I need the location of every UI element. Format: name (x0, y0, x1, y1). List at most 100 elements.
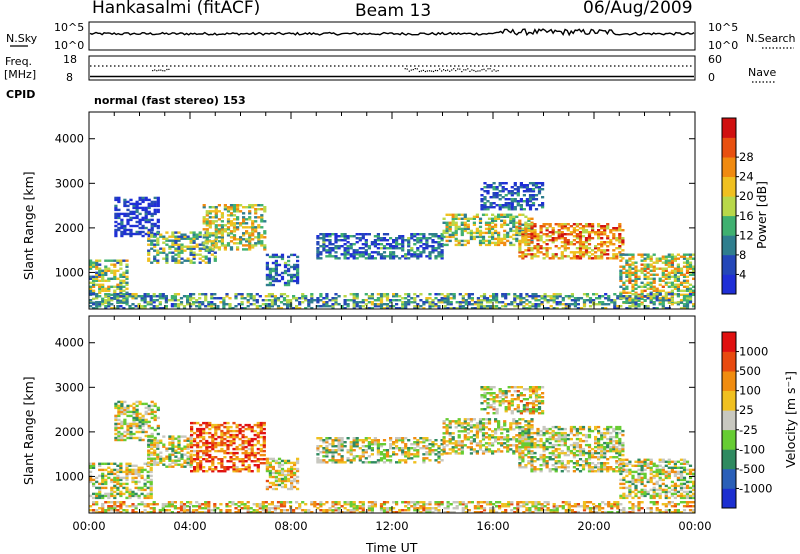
echo-cell (510, 206, 514, 209)
echo-cell (150, 445, 154, 448)
echo-cell (413, 449, 417, 452)
echo-cell (516, 202, 520, 205)
echo-cell (322, 297, 326, 300)
echo-cell (144, 210, 148, 214)
echo-cell (525, 307, 529, 310)
echo-cell (528, 410, 533, 413)
echo-cell (355, 437, 359, 440)
echo-cell (364, 245, 368, 248)
echo-cell (316, 449, 320, 452)
echo-cell (531, 404, 536, 407)
echo-cell (416, 303, 420, 306)
echo-cell (501, 190, 505, 193)
echo-cell (570, 295, 574, 298)
echo-cell (126, 214, 130, 218)
echo-cell (241, 462, 245, 465)
echo-cell (446, 297, 450, 300)
echo-cell (177, 231, 181, 234)
echo-cell (265, 265, 269, 269)
echo-cell (495, 394, 499, 397)
echo-cell (600, 255, 604, 258)
echo-cell (113, 468, 117, 472)
echo-cell (443, 305, 447, 308)
echo-cell (557, 235, 561, 238)
echo-cell (643, 253, 647, 256)
echo-cell (542, 257, 546, 260)
echo-cell (279, 301, 284, 304)
echo-cell (268, 269, 272, 273)
echo-cell (331, 455, 335, 458)
echo-cell (104, 295, 108, 299)
echo-cell (452, 293, 456, 296)
echo-cell (498, 396, 502, 399)
echo-cell (561, 307, 565, 310)
echo-cell (122, 259, 126, 262)
echo-cell (116, 307, 120, 310)
echo-cell (249, 295, 253, 298)
echo-cell (235, 466, 239, 469)
echo-cell (283, 261, 288, 265)
echo-cell (476, 303, 480, 306)
echo-cell (498, 388, 502, 391)
echo-cell (379, 239, 384, 242)
echo-cell (292, 307, 296, 310)
echo-cell (364, 461, 368, 464)
echo-cell (252, 297, 256, 300)
echo-cell (352, 255, 356, 258)
echo-cell (337, 239, 341, 242)
echo-cell (138, 202, 142, 206)
echo-cell (223, 468, 227, 471)
echo-cell (245, 226, 249, 229)
echo-cell (534, 299, 538, 302)
colorbar-segment (722, 274, 736, 295)
echo-cell (171, 235, 175, 238)
echo-cell (637, 293, 641, 297)
echo-cell (398, 459, 402, 462)
echo-cell (495, 192, 499, 195)
echo-cell (518, 231, 522, 235)
echo-cell (222, 305, 226, 308)
echo-cell (214, 212, 218, 215)
echo-cell (268, 469, 272, 473)
echo-cell (524, 243, 528, 246)
echo-cell (442, 426, 446, 429)
echo-cell (217, 423, 221, 427)
echo-cell (226, 214, 231, 217)
echo-cell (260, 218, 264, 221)
echo-cell (286, 301, 290, 304)
echo-cell (483, 206, 487, 209)
echo-cell (120, 232, 124, 236)
echo-cell (355, 237, 359, 240)
echo-cell (101, 494, 105, 498)
echo-cell (445, 231, 449, 235)
echo-cell (119, 293, 123, 297)
echo-cell (631, 255, 635, 258)
echo-cell (132, 224, 136, 228)
echo-cell (293, 467, 297, 471)
echo-cell (183, 249, 187, 252)
echo-cell (211, 462, 215, 465)
echo-cell (226, 234, 231, 237)
echo-cell (107, 466, 111, 470)
echo-cell (282, 299, 287, 302)
echo-cell (367, 307, 371, 310)
echo-cell (147, 234, 151, 238)
echo-cell (469, 430, 473, 433)
echo-cell (416, 233, 420, 236)
echo-cell (519, 303, 523, 306)
echo-cell (515, 227, 519, 231)
echo-cell (114, 432, 118, 436)
echo-cell (628, 273, 632, 277)
echo-cell (125, 269, 129, 273)
echo-cell (255, 293, 259, 296)
echo-cell (110, 492, 114, 496)
echo-cell (201, 247, 205, 250)
echo-cell (296, 457, 300, 461)
echo-cell (498, 307, 502, 310)
echo-cell (458, 293, 462, 296)
echo-cell (652, 293, 656, 296)
echo-cell (202, 435, 206, 439)
echo-cell (513, 184, 517, 187)
echo-cell (239, 238, 243, 241)
echo-cell (128, 468, 132, 472)
